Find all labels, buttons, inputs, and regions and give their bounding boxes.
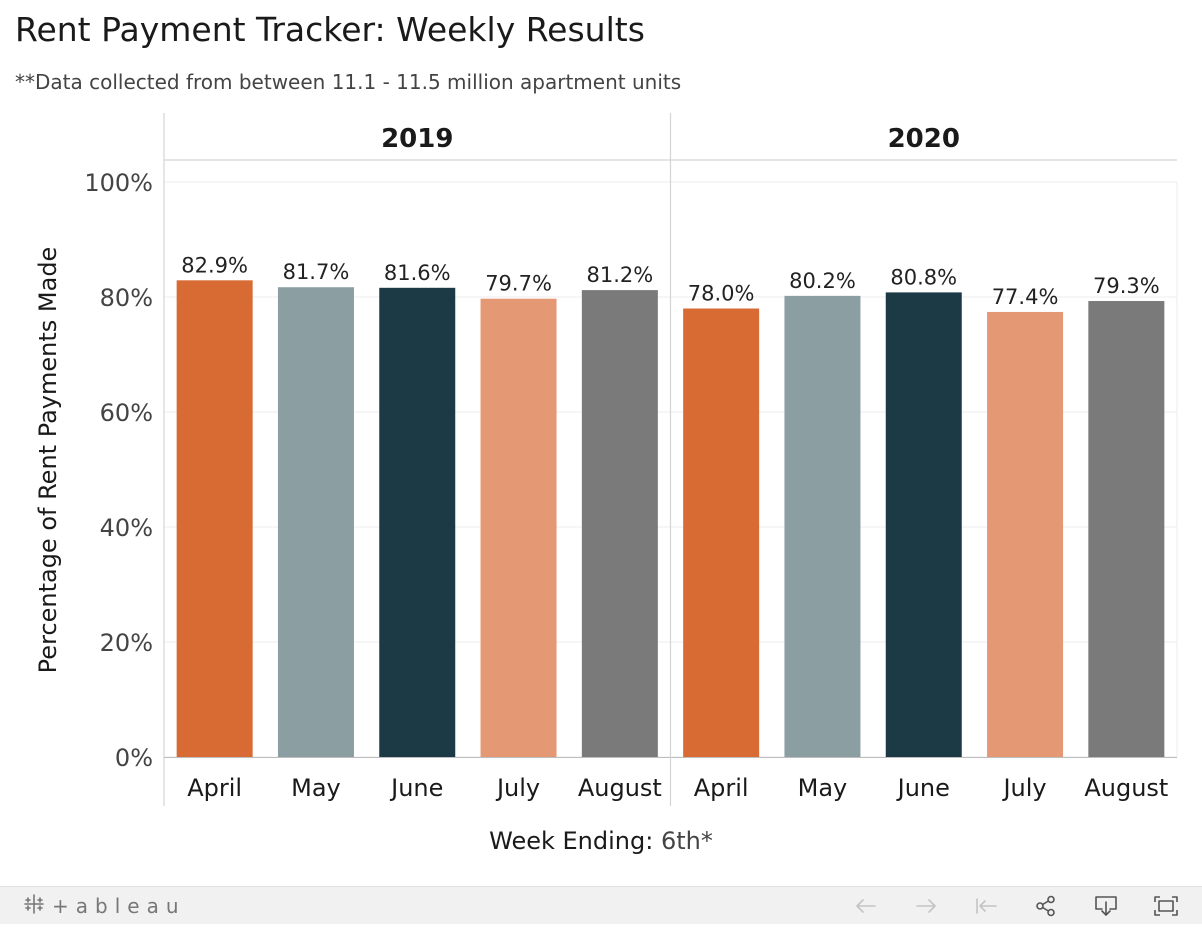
tableau-toolbar: +ableau <box>0 886 1202 924</box>
bar-2019-may <box>277 287 354 757</box>
data-label: 79.3% <box>1093 274 1160 298</box>
arrow-right-icon <box>916 899 936 913</box>
panel-header-2019: 2019 <box>381 124 453 154</box>
fullscreen-button[interactable] <box>1151 892 1181 920</box>
y-tick-label: 40% <box>100 514 153 542</box>
x-tick-label: May <box>291 774 341 802</box>
data-label: 79.7% <box>485 272 552 296</box>
data-label: 81.7% <box>283 260 350 284</box>
x-axis-title-label: Week Ending: <box>489 827 654 855</box>
download-button[interactable] <box>1091 892 1121 920</box>
x-tick-label: April <box>694 774 749 802</box>
x-tick-label: August <box>1084 774 1168 802</box>
bar-2020-august <box>1088 301 1165 757</box>
y-tick-label: 100% <box>84 169 153 197</box>
data-label: 80.2% <box>789 269 856 293</box>
bar-2020-may <box>784 295 861 757</box>
bar-2020-june <box>885 292 962 757</box>
bar-chart: 0% 20% 40% 60% 80% 100% Percentage of Rent Pay… <box>34 113 1178 806</box>
arrow-left-icon <box>856 899 876 913</box>
x-tick-label: June <box>389 774 443 802</box>
tableau-logo[interactable]: +ableau <box>22 893 186 920</box>
x-tick-label: June <box>896 774 950 802</box>
data-label: 78.0% <box>688 282 755 306</box>
y-axis-title: Percentage of Rent Payments Made <box>34 247 62 674</box>
chart-subtitle: **Data collected from between 11.1 - 11.… <box>15 70 682 94</box>
x-axis-title-value: 6th* <box>660 827 713 855</box>
x-axis-title: Week Ending: 6th* <box>0 827 1202 855</box>
bar-2020-april <box>683 308 760 757</box>
y-tick-label: 0% <box>115 744 153 772</box>
x-tick-label: July <box>1001 774 1046 802</box>
fullscreen-icon <box>1154 896 1178 916</box>
bar-2019-july <box>480 298 557 757</box>
data-label: 77.4% <box>992 285 1059 309</box>
data-label: 82.9% <box>181 253 248 277</box>
data-label: 80.8% <box>890 265 957 289</box>
x-tick-label: August <box>578 774 662 802</box>
y-tick-label: 80% <box>100 284 153 312</box>
data-label: 81.2% <box>586 263 653 287</box>
x-tick-label: July <box>495 774 540 802</box>
tableau-logo-icon <box>22 893 46 920</box>
share-button[interactable] <box>1031 892 1061 920</box>
tableau-logo-text: +ableau <box>52 894 186 918</box>
panel-header-2020: 2020 <box>888 124 960 154</box>
bar-2019-june <box>379 287 456 757</box>
data-label: 81.6% <box>384 261 451 285</box>
y-tick-label: 20% <box>100 629 153 657</box>
undo-button[interactable] <box>851 892 881 920</box>
bar-2019-august <box>581 290 658 757</box>
share-icon <box>1036 895 1055 917</box>
redo-button[interactable] <box>911 892 941 920</box>
chart-title: Rent Payment Tracker: Weekly Results <box>15 10 645 49</box>
x-tick-label: May <box>798 774 848 802</box>
revert-button[interactable] <box>971 892 1001 920</box>
bar-2019-april <box>176 280 253 757</box>
x-tick-label: April <box>187 774 242 802</box>
y-tick-label: 60% <box>100 399 153 427</box>
download-icon <box>1095 896 1117 916</box>
revert-icon <box>976 898 997 914</box>
bar-2020-july <box>987 311 1064 757</box>
